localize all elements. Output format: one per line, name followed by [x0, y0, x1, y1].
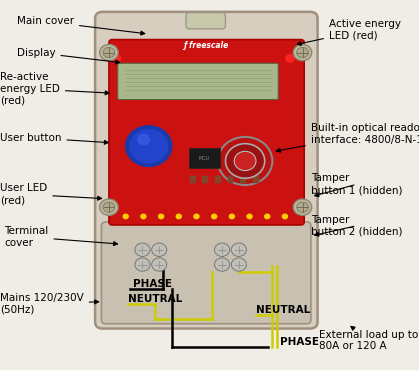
Circle shape	[135, 243, 150, 256]
Circle shape	[158, 214, 163, 219]
Bar	[240, 176, 246, 183]
FancyBboxPatch shape	[118, 63, 278, 100]
Text: User button: User button	[0, 132, 108, 144]
Text: MCU: MCU	[199, 156, 210, 161]
Text: Main cover: Main cover	[17, 16, 145, 35]
Bar	[189, 148, 220, 168]
Text: Active energy
LED (red): Active energy LED (red)	[297, 19, 401, 46]
Circle shape	[100, 199, 118, 215]
Circle shape	[218, 137, 272, 185]
Text: Tamper
button 1 (hidden): Tamper button 1 (hidden)	[311, 174, 402, 196]
Circle shape	[130, 130, 168, 163]
Circle shape	[225, 144, 265, 178]
Circle shape	[215, 258, 230, 271]
Bar	[202, 176, 208, 183]
Text: ƒ freescale: ƒ freescale	[183, 41, 228, 50]
Circle shape	[176, 214, 181, 219]
Circle shape	[215, 243, 230, 256]
FancyBboxPatch shape	[109, 40, 304, 225]
Text: Terminal
cover: Terminal cover	[4, 226, 117, 248]
Circle shape	[229, 214, 234, 219]
FancyBboxPatch shape	[186, 13, 225, 29]
Circle shape	[282, 214, 287, 219]
Circle shape	[212, 214, 217, 219]
Text: NEUTRAL: NEUTRAL	[256, 305, 310, 315]
Circle shape	[123, 214, 128, 219]
Bar	[253, 176, 259, 183]
Text: User LED
(red): User LED (red)	[0, 184, 101, 205]
Circle shape	[231, 243, 246, 256]
Circle shape	[138, 134, 150, 145]
Circle shape	[297, 47, 308, 58]
Circle shape	[103, 202, 115, 212]
Circle shape	[100, 44, 118, 61]
Circle shape	[231, 258, 246, 271]
Circle shape	[152, 243, 167, 256]
Circle shape	[286, 55, 294, 62]
Circle shape	[103, 47, 115, 58]
Text: PHASE: PHASE	[133, 279, 172, 289]
Text: NEUTRAL: NEUTRAL	[128, 294, 182, 304]
Circle shape	[234, 151, 256, 171]
Circle shape	[126, 126, 172, 166]
FancyBboxPatch shape	[95, 12, 318, 329]
Circle shape	[194, 214, 199, 219]
Circle shape	[265, 214, 270, 219]
Circle shape	[141, 214, 146, 219]
Text: Tamper
button 2 (hidden): Tamper button 2 (hidden)	[311, 215, 402, 236]
Circle shape	[247, 214, 252, 219]
Circle shape	[293, 44, 312, 61]
Circle shape	[135, 258, 150, 271]
Text: Built-in optical readout
interface: 4800/8-N-1: Built-in optical readout interface: 4800…	[276, 123, 419, 152]
Circle shape	[152, 258, 167, 271]
Text: Re-active
energy LED
(red): Re-active energy LED (red)	[0, 72, 109, 105]
Text: Mains 120/230V
(50Hz): Mains 120/230V (50Hz)	[0, 293, 98, 315]
Bar	[215, 176, 221, 183]
Circle shape	[297, 202, 308, 212]
Circle shape	[112, 55, 121, 62]
Bar	[228, 176, 233, 183]
Bar	[190, 176, 196, 183]
Text: PHASE: PHASE	[280, 337, 319, 347]
Text: Display: Display	[17, 47, 119, 64]
Circle shape	[293, 199, 312, 215]
FancyBboxPatch shape	[101, 222, 311, 324]
Text: External load up to
80A or 120 A: External load up to 80A or 120 A	[319, 326, 419, 351]
